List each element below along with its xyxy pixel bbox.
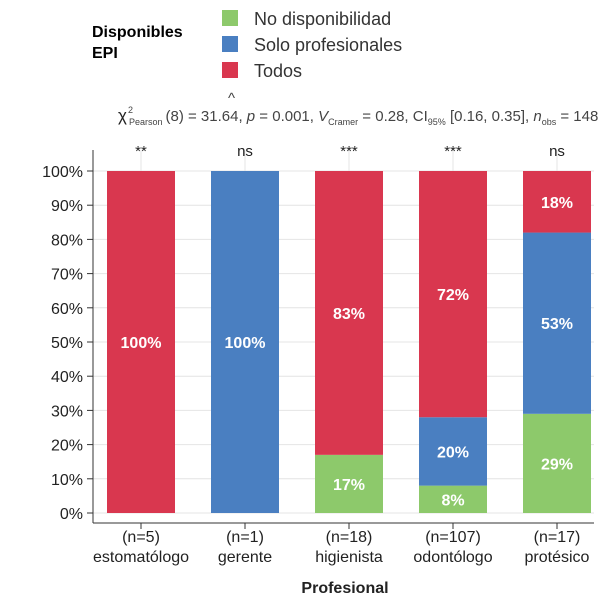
bar-segment-2-2 [315, 171, 383, 455]
chi-superscript: 2 [128, 105, 133, 115]
y-tick-label-4: 40% [51, 369, 83, 386]
legend-swatch-2 [222, 62, 238, 78]
bars: 100% ** 100% ns 17% 83% *** 8% 20% 72% *** 29% 53% 18… [107, 143, 591, 513]
data-label-1-1: 100% [225, 335, 266, 352]
legend-swatch-1 [222, 36, 238, 52]
n-subscript: obs [542, 117, 557, 127]
legend-label-1: Solo profesionales [254, 35, 402, 55]
chart-subtitle: χ2 Pearson (8) = 31.64, p = 0.001, VCramer… [118, 105, 598, 127]
n-label: n [533, 108, 541, 125]
bar-segment-4-1 [523, 232, 591, 414]
data-label-4-1: 53% [541, 316, 573, 333]
legend-label-0: No disponibilidad [254, 9, 391, 29]
significance-label-2: *** [340, 143, 358, 160]
x-category-label-3: odontólogo [413, 549, 492, 566]
data-label-2-0: 17% [333, 477, 365, 494]
cramer-subscript: Cramer [328, 117, 358, 127]
data-label-3-1: 20% [437, 444, 469, 461]
bar-segment-2-0 [315, 454, 383, 513]
y-tick-label-10: 100% [42, 164, 83, 181]
x-count-label-2: (n=18) [326, 529, 373, 546]
bar-segment-0-2 [107, 171, 175, 513]
bar-segment-4-0 [523, 413, 591, 513]
y-tick-label-8: 80% [51, 232, 83, 249]
chi-df-value: (8) = 31.64, [165, 108, 246, 125]
axes: 0% 10% 20% 30% 40% 50% 60% 70% 80% 90% 100% (n=5) es… [42, 150, 594, 566]
bar-segment-3-2 [419, 171, 487, 418]
bar-segment-3-1 [419, 417, 487, 486]
ci-value: [0.16, 0.35], [446, 108, 534, 125]
bar-segment-3-0 [419, 485, 487, 513]
ci-subscript: 95% [428, 117, 446, 127]
x-count-label-3: (n=107) [425, 529, 481, 546]
y-tick-label-5: 50% [51, 335, 83, 352]
x-category-label-2: higienista [315, 549, 383, 566]
significance-label-3: *** [444, 143, 462, 160]
legend: Disponibles EPI No disponibilidad Solo pr… [92, 9, 402, 81]
data-label-4-2: 18% [541, 195, 573, 212]
legend-label-2: Todos [254, 61, 302, 81]
data-label-3-0: 8% [441, 492, 464, 509]
chi-symbol: χ [118, 106, 127, 125]
v-label: V [318, 108, 330, 125]
data-label-0-2: 100% [121, 335, 162, 352]
y-tick-label-2: 20% [51, 438, 83, 455]
significance-label-4: ns [549, 143, 565, 160]
x-count-label-0: (n=5) [122, 529, 160, 546]
y-tick-label-9: 90% [51, 198, 83, 215]
x-count-label-1: (n=1) [226, 529, 264, 546]
data-label-3-2: 72% [437, 287, 469, 304]
x-axis-title: Profesional [301, 580, 388, 597]
y-tick-label-7: 70% [51, 267, 83, 284]
y-tick-label-6: 60% [51, 301, 83, 318]
x-category-label-4: protésico [525, 549, 590, 566]
v-value: = 0.28, CI [358, 108, 428, 125]
y-tick-label-0: 0% [60, 506, 83, 523]
p-label: p [246, 108, 255, 125]
x-category-label-0: estomatólogo [93, 549, 189, 566]
legend-swatch-0 [222, 10, 238, 26]
x-category-label-1: gerente [218, 549, 272, 566]
data-label-4-0: 29% [541, 456, 573, 473]
n-value: = 148 [556, 108, 598, 125]
chi-subscript: Pearson [129, 117, 163, 127]
p-value: = 0.001, [255, 108, 318, 125]
legend-title-line-2: EPI [92, 45, 118, 62]
v-hat-accent: ^ [228, 90, 235, 107]
significance-label-0: ** [135, 143, 147, 160]
y-tick-label-3: 30% [51, 403, 83, 420]
x-count-label-4: (n=17) [534, 529, 581, 546]
bar-segment-1-1 [211, 171, 279, 513]
y-tick-label-1: 10% [51, 472, 83, 489]
data-label-2-2: 83% [333, 306, 365, 323]
legend-title-line-1: Disponibles [92, 24, 183, 41]
significance-label-1: ns [237, 143, 253, 160]
bar-segment-4-2 [523, 171, 591, 233]
